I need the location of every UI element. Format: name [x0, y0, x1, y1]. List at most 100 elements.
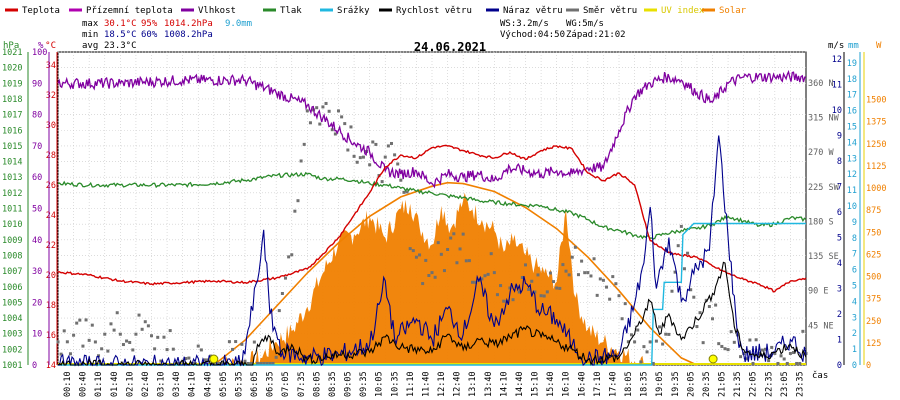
x-tick: 06:35 — [266, 371, 276, 397]
dir-tick-deg: 360 N — [808, 79, 834, 89]
w-tick: 750 — [866, 228, 881, 238]
wind-direction-point — [330, 128, 334, 132]
wind-direction-point — [701, 341, 705, 345]
temp-tick: 32 — [46, 91, 56, 101]
hpa-tick: 1002 — [2, 345, 22, 355]
wind-direction-point — [707, 305, 711, 309]
wind-direction-point — [732, 340, 736, 344]
mm-tick: 17 — [847, 91, 857, 101]
wind-direction-point — [792, 351, 796, 355]
w-tick: 375 — [866, 295, 881, 305]
wind-direction-point — [433, 275, 437, 279]
ms-tick: 0 — [837, 361, 842, 371]
wind-direction-point — [361, 155, 365, 159]
wind-direction-point — [184, 357, 188, 361]
wind-direction-point — [798, 361, 802, 365]
ms-tick: 1 — [837, 336, 842, 346]
x-tick: 10:05 — [375, 371, 385, 397]
wind-direction-point — [355, 160, 359, 164]
pct-tick: 90 — [32, 79, 42, 89]
pct-tick: 100 — [32, 48, 47, 58]
stat-wg: WG:5m/s — [566, 19, 604, 29]
wind-direction-point — [788, 351, 792, 355]
mm-tick: 16 — [847, 107, 857, 117]
legend-label: Tlak — [280, 6, 302, 16]
wind-direction-point — [333, 132, 337, 136]
wind-direction-point — [321, 105, 325, 109]
hpa-tick: 1001 — [2, 361, 22, 371]
wind-direction-point — [442, 269, 446, 273]
wind-gust-line — [58, 135, 807, 367]
pct-tick: 10 — [32, 330, 42, 340]
hpa-tick: 1010 — [2, 220, 22, 230]
ms-tick: 8 — [837, 157, 842, 167]
wind-direction-point — [676, 244, 680, 248]
wind-direction-point — [642, 345, 646, 349]
wind-direction-point — [405, 190, 409, 194]
wind-direction-point — [75, 321, 79, 325]
wind-direction-point — [471, 280, 475, 284]
x-tick: 23:05 — [780, 371, 790, 397]
wind-direction-point — [564, 269, 568, 273]
x-tick: 00:40 — [79, 371, 89, 397]
wind-direction-point — [757, 351, 761, 355]
wind-direction-point — [726, 348, 730, 352]
ms-tick: 9 — [837, 132, 842, 142]
mm-tick: 4 — [852, 297, 857, 307]
mm-tick: 15 — [847, 123, 857, 133]
hpa-tick: 1017 — [2, 111, 22, 121]
wind-direction-point — [545, 290, 549, 294]
wind-direction-point — [100, 347, 104, 351]
x-tick: 02:40 — [141, 371, 151, 397]
wind-direction-point — [499, 284, 503, 288]
humidity-line — [57, 69, 807, 189]
hpa-tick: 1018 — [2, 95, 22, 105]
stat-min-press: 1008.2hPa — [164, 30, 213, 40]
pct-tick: 40 — [32, 236, 42, 246]
wind-direction-point — [698, 311, 702, 315]
x-tick: 08:05 — [312, 371, 322, 397]
wind-direction-point — [340, 115, 344, 119]
wind-direction-point — [296, 199, 300, 203]
pct-tick: 80 — [32, 111, 42, 121]
wind-direction-point — [548, 271, 552, 275]
wind-direction-point — [112, 328, 116, 332]
pct-tick: 20 — [32, 298, 42, 308]
rain-line — [58, 222, 806, 366]
wind-direction-point — [667, 332, 671, 336]
x-tick: 05:35 — [234, 371, 244, 397]
stat-max-label: max — [82, 19, 99, 29]
x-tick: 18:05 — [624, 371, 634, 397]
x-tick: 07:05 — [281, 371, 291, 397]
wind-direction-point — [430, 271, 434, 275]
w-tick: 1375 — [866, 118, 886, 128]
w-tick: 0 — [866, 361, 871, 371]
wind-direction-point — [573, 245, 577, 249]
wind-direction-point — [237, 361, 241, 365]
wind-direction-point — [542, 294, 546, 298]
wind-direction-point — [265, 361, 269, 365]
hpa-tick: 1003 — [2, 330, 22, 340]
hpa-tick: 1009 — [2, 236, 22, 246]
wind-direction-point — [682, 267, 686, 271]
temp-tick: 18 — [46, 301, 56, 311]
wind-direction-point — [636, 328, 640, 332]
ms-tick: 5 — [837, 234, 842, 244]
mm-tick: 5 — [852, 282, 857, 292]
wind-direction-point — [424, 258, 428, 262]
x-tick: 13:40 — [484, 371, 494, 397]
wind-direction-point — [580, 259, 584, 263]
wind-direction-point — [502, 299, 506, 303]
x-tick: 23:35 — [795, 371, 805, 397]
wind-direction-point — [605, 285, 609, 289]
wind-direction-point — [90, 323, 94, 327]
wind-direction-point — [399, 178, 403, 182]
wind-direction-point — [801, 329, 805, 333]
w-tick: 1500 — [866, 96, 886, 106]
wind-direction-point — [639, 360, 643, 364]
w-tick: 1250 — [866, 140, 886, 150]
stat-rain: 9.0mm — [225, 19, 252, 29]
mm-tick: 12 — [847, 170, 857, 180]
grid — [57, 51, 806, 366]
